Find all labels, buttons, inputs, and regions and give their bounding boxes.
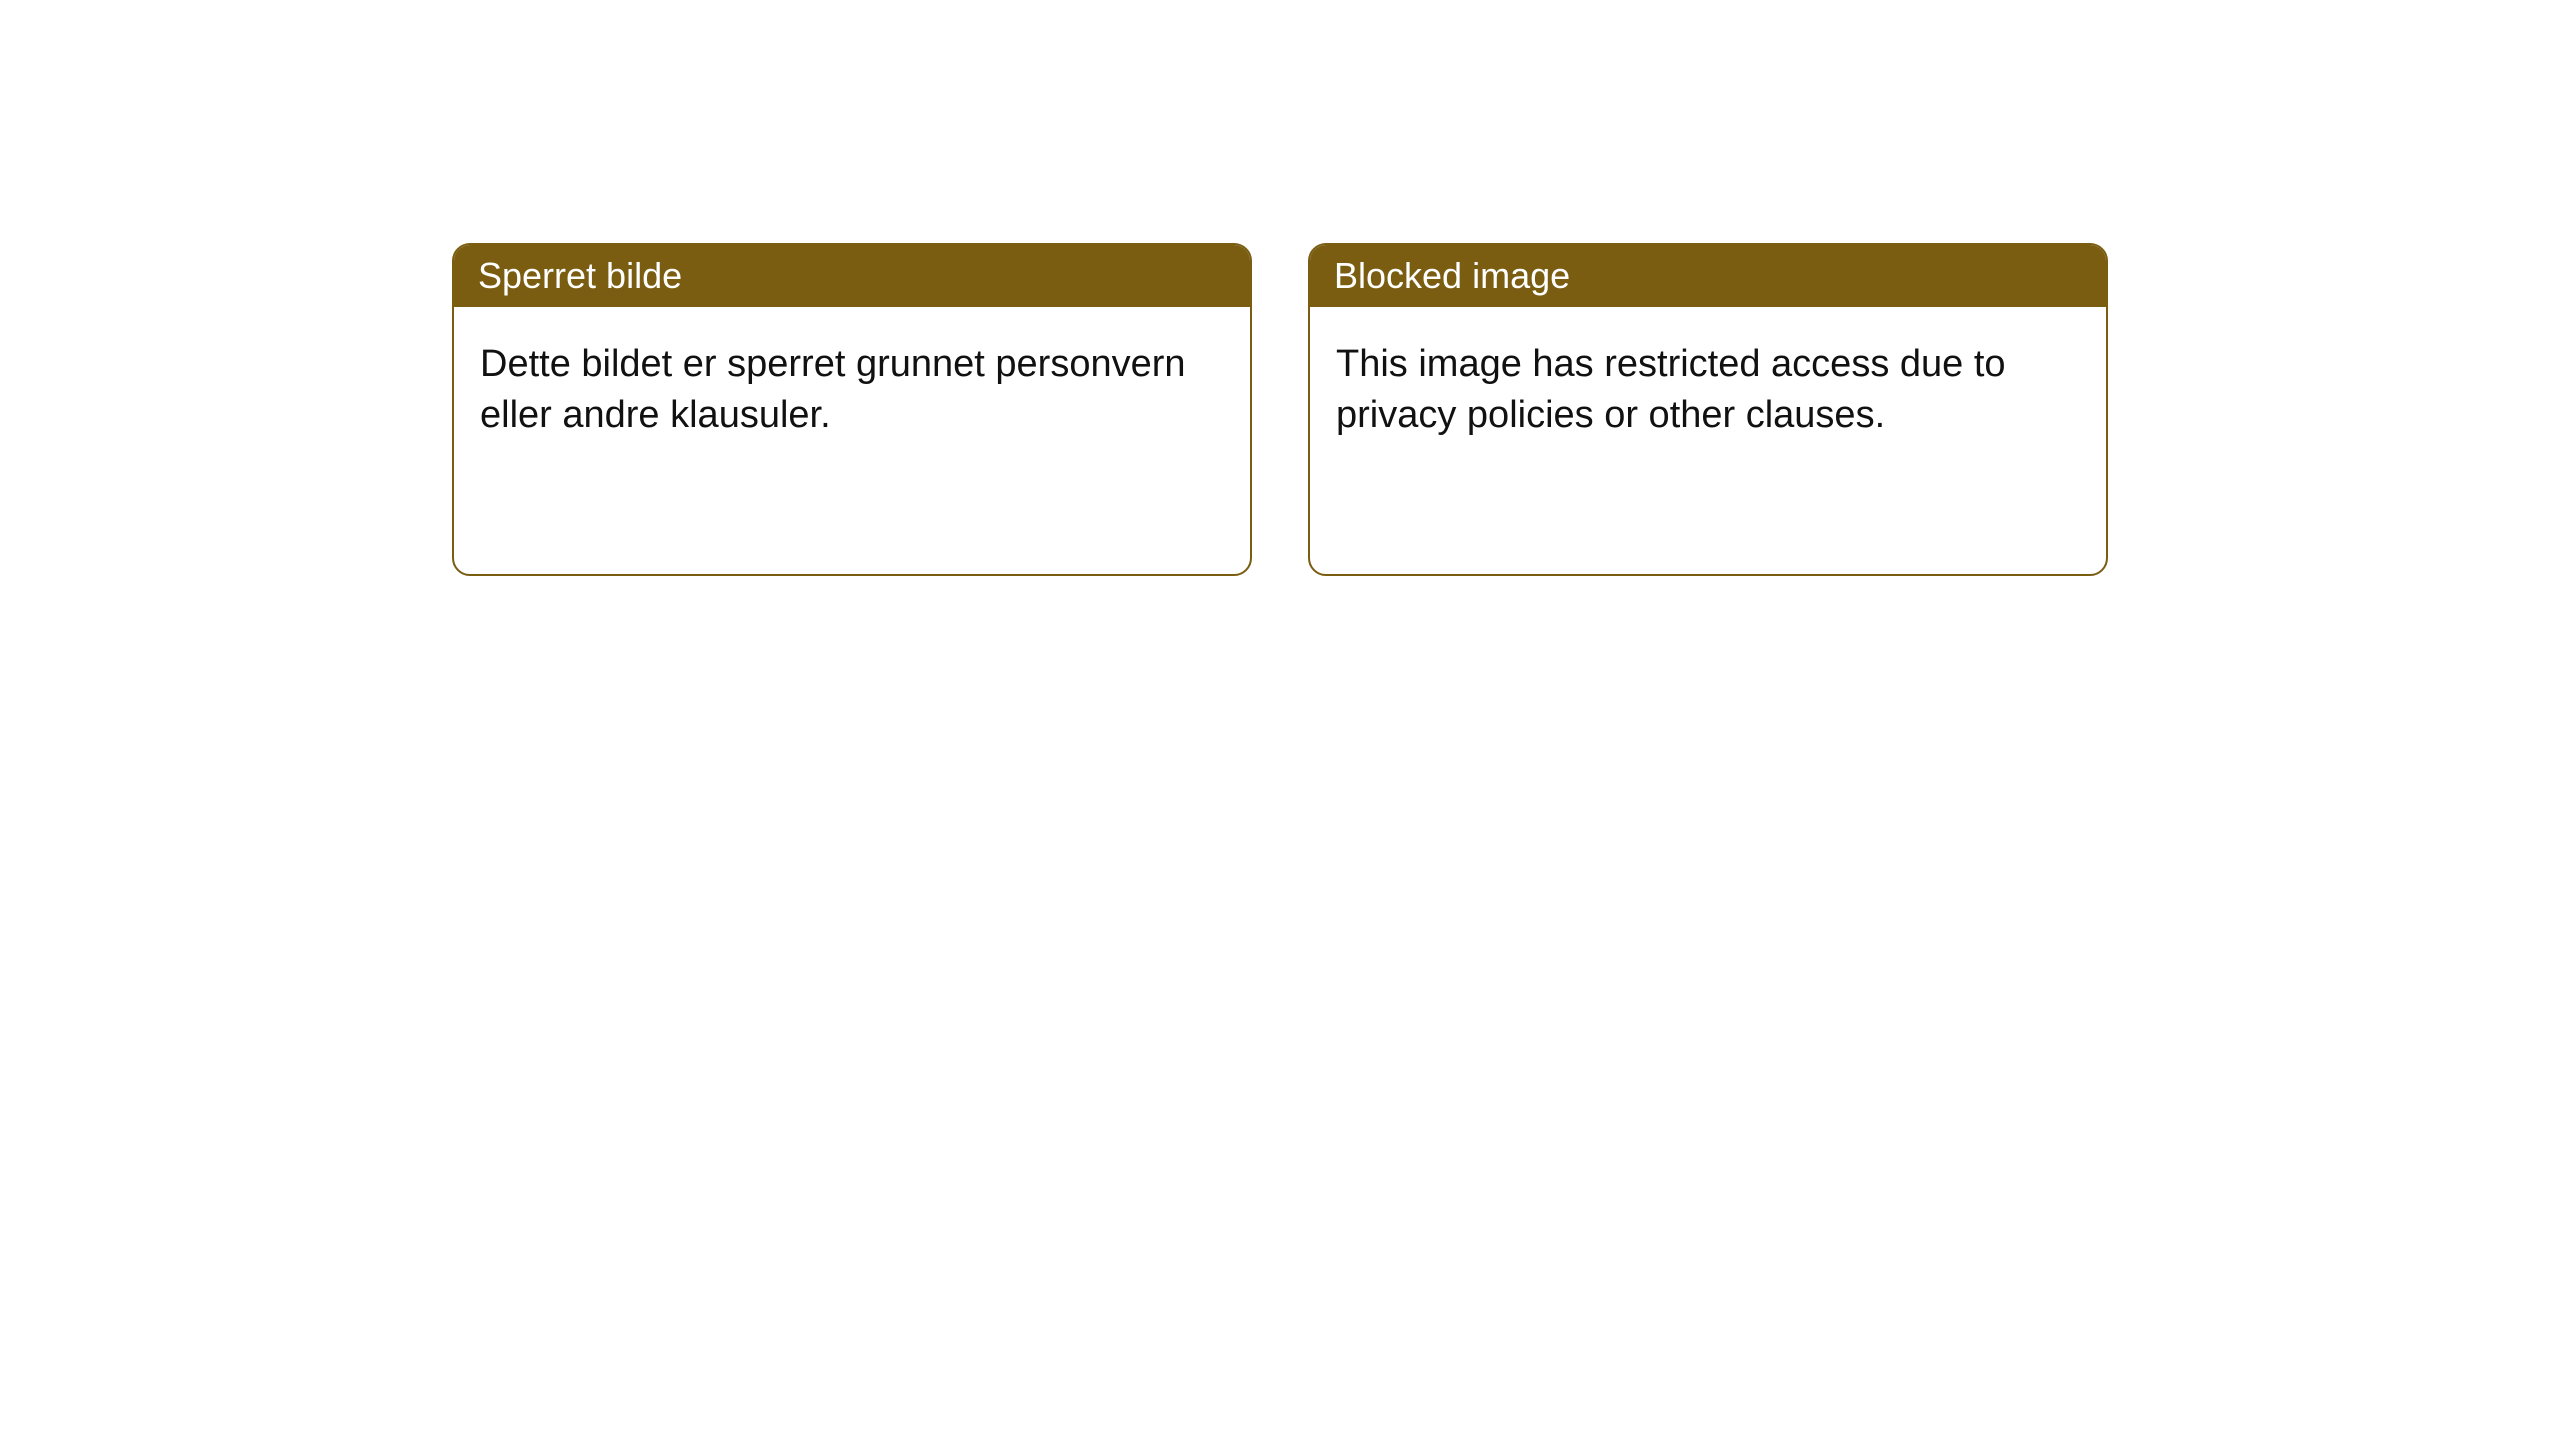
notice-title: Sperret bilde — [478, 255, 682, 296]
notice-title: Blocked image — [1334, 255, 1570, 296]
notice-text: This image has restricted access due to … — [1336, 343, 2006, 436]
notice-container: Sperret bilde Dette bildet er sperret gr… — [452, 243, 2108, 576]
notice-body: Dette bildet er sperret grunnet personve… — [454, 307, 1250, 474]
notice-box-english: Blocked image This image has restricted … — [1308, 243, 2108, 576]
notice-box-norwegian: Sperret bilde Dette bildet er sperret gr… — [452, 243, 1252, 576]
notice-body: This image has restricted access due to … — [1310, 307, 2106, 474]
notice-header: Blocked image — [1310, 245, 2106, 307]
notice-text: Dette bildet er sperret grunnet personve… — [480, 343, 1186, 436]
notice-header: Sperret bilde — [454, 245, 1250, 307]
